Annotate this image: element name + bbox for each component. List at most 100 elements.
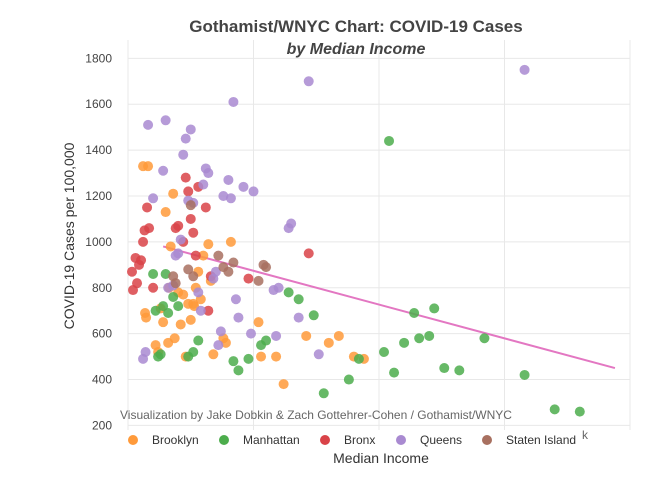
- data-point: [193, 335, 204, 346]
- series-queens: [138, 64, 530, 364]
- data-point: [293, 312, 304, 323]
- legend-marker: [482, 435, 492, 445]
- data-point: [160, 207, 171, 218]
- data-point: [519, 369, 530, 380]
- data-point: [414, 333, 425, 344]
- legend: Brooklyn Manhattan Bronx Queens Staten Islan…: [128, 433, 576, 447]
- data-point: [238, 181, 249, 192]
- data-point: [283, 287, 294, 298]
- data-point: [160, 269, 171, 279]
- data-point: [193, 287, 204, 298]
- data-point: [429, 303, 440, 314]
- data-point: [143, 161, 154, 172]
- data-point: [148, 269, 159, 279]
- data-point: [308, 310, 319, 321]
- data-point: [248, 186, 259, 197]
- data-point: [127, 266, 138, 277]
- y-tick-label: 1400: [85, 143, 112, 157]
- data-point: [243, 273, 254, 284]
- data-point: [160, 115, 171, 126]
- data-point: [228, 356, 239, 367]
- cut-off-tick-text: k: [582, 428, 589, 442]
- data-point: [399, 337, 410, 348]
- data-point: [230, 294, 241, 305]
- data-point: [549, 404, 560, 415]
- legend-item-bronx[interactable]: Bronx: [320, 433, 375, 447]
- data-point: [180, 172, 191, 183]
- data-point: [389, 367, 400, 378]
- data-point: [170, 278, 181, 289]
- data-point: [519, 64, 530, 75]
- data-point: [185, 213, 196, 224]
- data-point: [143, 119, 154, 130]
- data-point: [228, 96, 239, 107]
- data-point: [245, 328, 256, 339]
- data-point: [256, 351, 267, 362]
- legend-item-queens[interactable]: Queens: [396, 433, 462, 447]
- data-point: [223, 266, 234, 277]
- data-point: [185, 124, 196, 135]
- data-point: [313, 349, 324, 360]
- y-axis-label: COVID-19 Cases per 100,000: [61, 142, 77, 329]
- series-manhattan: [148, 135, 585, 417]
- data-point: [175, 319, 186, 330]
- y-tick-label: 400: [92, 373, 112, 387]
- data-point: [158, 301, 169, 312]
- data-point: [183, 264, 194, 275]
- data-point: [233, 365, 244, 376]
- data-point: [173, 301, 184, 312]
- data-point: [333, 330, 344, 341]
- data-point: [439, 363, 450, 374]
- data-point: [323, 337, 334, 348]
- data-point: [215, 326, 226, 337]
- data-point: [253, 317, 264, 328]
- series-staten-island: [168, 200, 272, 289]
- chart-title: Gothamist/WNYC Chart: COVID-19 Cases: [189, 17, 522, 36]
- data-point: [150, 305, 161, 316]
- data-point: [188, 271, 199, 282]
- data-point: [168, 188, 179, 199]
- data-point: [188, 227, 199, 238]
- legend-item-staten-island[interactable]: Staten Island: [482, 433, 576, 447]
- data-point: [479, 333, 490, 344]
- y-tick-label: 1600: [85, 97, 112, 111]
- data-point: [198, 250, 209, 261]
- data-point: [293, 294, 304, 305]
- data-point: [142, 202, 153, 213]
- points-group: [127, 64, 585, 417]
- data-point: [173, 248, 184, 259]
- data-point: [175, 234, 186, 245]
- data-point: [185, 314, 196, 325]
- data-point: [158, 165, 169, 176]
- data-point: [271, 351, 282, 362]
- data-point: [343, 374, 354, 385]
- data-point: [140, 347, 151, 357]
- data-point: [278, 379, 289, 390]
- data-point: [195, 305, 206, 316]
- data-point: [169, 333, 180, 344]
- data-point: [141, 312, 152, 323]
- data-point: [148, 193, 159, 204]
- data-point: [424, 330, 435, 341]
- legend-item-brooklyn[interactable]: Brooklyn: [128, 433, 199, 447]
- data-point: [213, 340, 224, 351]
- y-tick-label: 200: [92, 418, 112, 432]
- data-point: [138, 236, 149, 247]
- data-point: [253, 275, 264, 286]
- data-point: [353, 353, 364, 364]
- data-point: [203, 168, 214, 179]
- legend-marker: [128, 435, 138, 445]
- legend-item-manhattan[interactable]: Manhattan: [219, 433, 300, 447]
- y-tick-label: 1200: [85, 189, 112, 203]
- data-point: [200, 202, 211, 213]
- data-point: [218, 191, 229, 201]
- data-point: [384, 135, 395, 146]
- y-tick-labels: 200 400 600 800 1000 1200 1400 1600 1800: [85, 51, 112, 432]
- grid: [127, 40, 631, 430]
- data-point: [198, 179, 209, 190]
- data-point: [318, 388, 329, 399]
- data-point: [203, 305, 214, 316]
- data-point: [188, 347, 199, 357]
- data-point: [136, 255, 147, 266]
- data-point: [163, 308, 174, 318]
